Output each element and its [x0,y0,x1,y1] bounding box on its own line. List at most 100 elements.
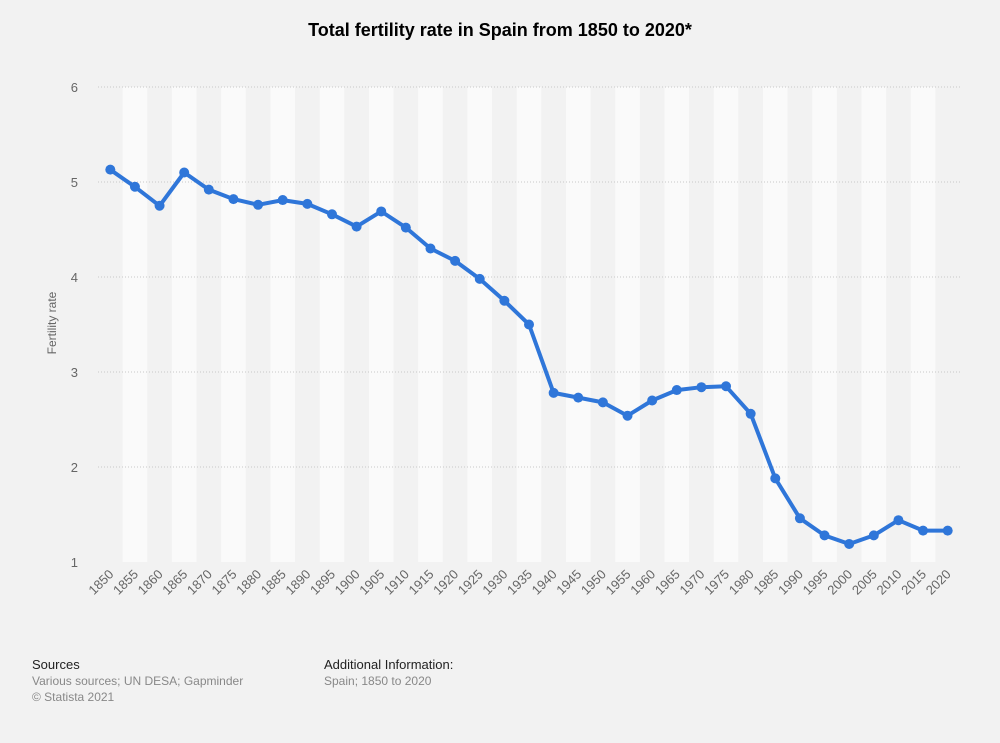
x-tick-label: 1880 [233,567,264,598]
additional-info-block: Additional Information: Spain; 1850 to 2… [324,657,453,689]
column-band [910,87,936,562]
y-tick-label: 6 [71,80,78,95]
column-band [368,87,394,562]
y-tick-label: 1 [71,555,78,570]
data-point[interactable] [326,209,337,220]
x-tick-label: 1875 [209,567,240,598]
x-tick-label: 1965 [652,567,683,598]
x-tick-label: 1925 [455,567,486,598]
x-tick-label: 2020 [923,567,954,598]
data-point[interactable] [154,200,165,211]
data-point[interactable] [474,273,485,284]
column-band [122,87,148,562]
y-axis-label: Fertility rate [45,291,59,354]
data-point[interactable] [376,206,387,217]
column-band [319,87,345,562]
data-point[interactable] [228,194,239,205]
data-point[interactable] [868,530,879,541]
x-tick-label: 1935 [504,567,535,598]
data-point[interactable] [203,184,214,195]
x-tick-label: 1905 [356,567,387,598]
data-point[interactable] [129,181,140,192]
x-tick-label: 1850 [85,567,116,598]
x-tick-label: 1900 [332,567,363,598]
column-band [171,87,197,562]
data-point[interactable] [450,255,461,266]
data-point[interactable] [400,222,411,233]
data-point[interactable] [302,198,313,209]
data-point[interactable] [671,385,682,396]
x-tick-label: 2005 [849,567,880,598]
x-tick-label: 1955 [603,567,634,598]
x-tick-label: 1910 [381,567,412,598]
additional-info-title: Additional Information: [324,657,454,672]
column-band [812,87,837,562]
series-group [105,164,953,549]
data-point[interactable] [499,295,510,306]
column-bands [122,87,936,562]
data-point[interactable] [647,395,658,406]
data-point[interactable] [351,221,362,232]
sources-block: Sources Various sources; UN DESA; Gapmin… [32,657,243,705]
column-band [861,87,887,562]
column-band [221,87,246,562]
data-point[interactable] [277,195,288,206]
x-tick-label: 1860 [135,567,166,598]
x-tick-label: 1945 [553,567,584,598]
data-point[interactable] [770,473,781,484]
x-tick-label: 1960 [627,567,658,598]
x-tick-label: 1915 [406,567,437,598]
data-point[interactable] [548,387,559,398]
column-band [565,87,591,562]
y-tick-label: 5 [71,175,78,190]
x-tick-label: 1970 [676,567,707,598]
data-point[interactable] [179,167,190,178]
column-band [615,87,640,562]
data-point[interactable] [893,515,904,526]
data-point[interactable] [573,392,584,403]
y-tick-label: 3 [71,365,78,380]
data-point[interactable] [622,410,633,421]
x-tick-label: 1855 [110,567,141,598]
x-tick-label: 1920 [430,567,461,598]
copyright-link[interactable]: © Statista 2021 [32,690,115,704]
x-tick-label: 1870 [184,567,215,598]
data-point[interactable] [105,164,116,175]
x-tick-label: 1890 [282,567,313,598]
sources-title: Sources [32,657,80,672]
y-axis-ticks: 1 2 3 4 5 6 [71,80,78,570]
data-point[interactable] [819,530,830,541]
data-point[interactable] [425,243,436,254]
chart-title: Total fertility rate in Spain from 1850 … [308,20,692,40]
x-tick-label: 2015 [898,567,929,598]
y-tick-label: 4 [71,270,78,285]
x-tick-label: 1950 [578,567,609,598]
column-band [467,87,493,562]
data-point[interactable] [918,525,929,536]
column-band [270,87,296,562]
column-band [418,87,443,562]
data-point[interactable] [721,381,732,392]
x-tick-label: 1995 [800,567,831,598]
data-point[interactable] [745,408,756,419]
x-tick-label: 2000 [824,567,855,598]
data-point[interactable] [696,382,707,393]
x-tick-label: 1885 [258,567,289,598]
x-tick-label: 1985 [750,567,781,598]
x-tick-label: 1930 [479,567,510,598]
column-band [713,87,739,562]
data-point[interactable] [844,538,855,549]
x-tick-label: 1975 [701,567,732,598]
column-band [664,87,690,562]
data-point[interactable] [597,397,608,408]
x-tick-label: 1865 [159,567,190,598]
data-point[interactable] [794,513,805,524]
x-axis-ticks: 1850185518601865187018751880188518901895… [85,567,953,598]
x-tick-label: 1940 [529,567,560,598]
data-point[interactable] [524,319,534,330]
data-point[interactable] [942,525,953,536]
data-point[interactable] [253,199,264,210]
x-tick-label: 1990 [775,567,806,598]
x-tick-label: 2010 [873,567,904,598]
